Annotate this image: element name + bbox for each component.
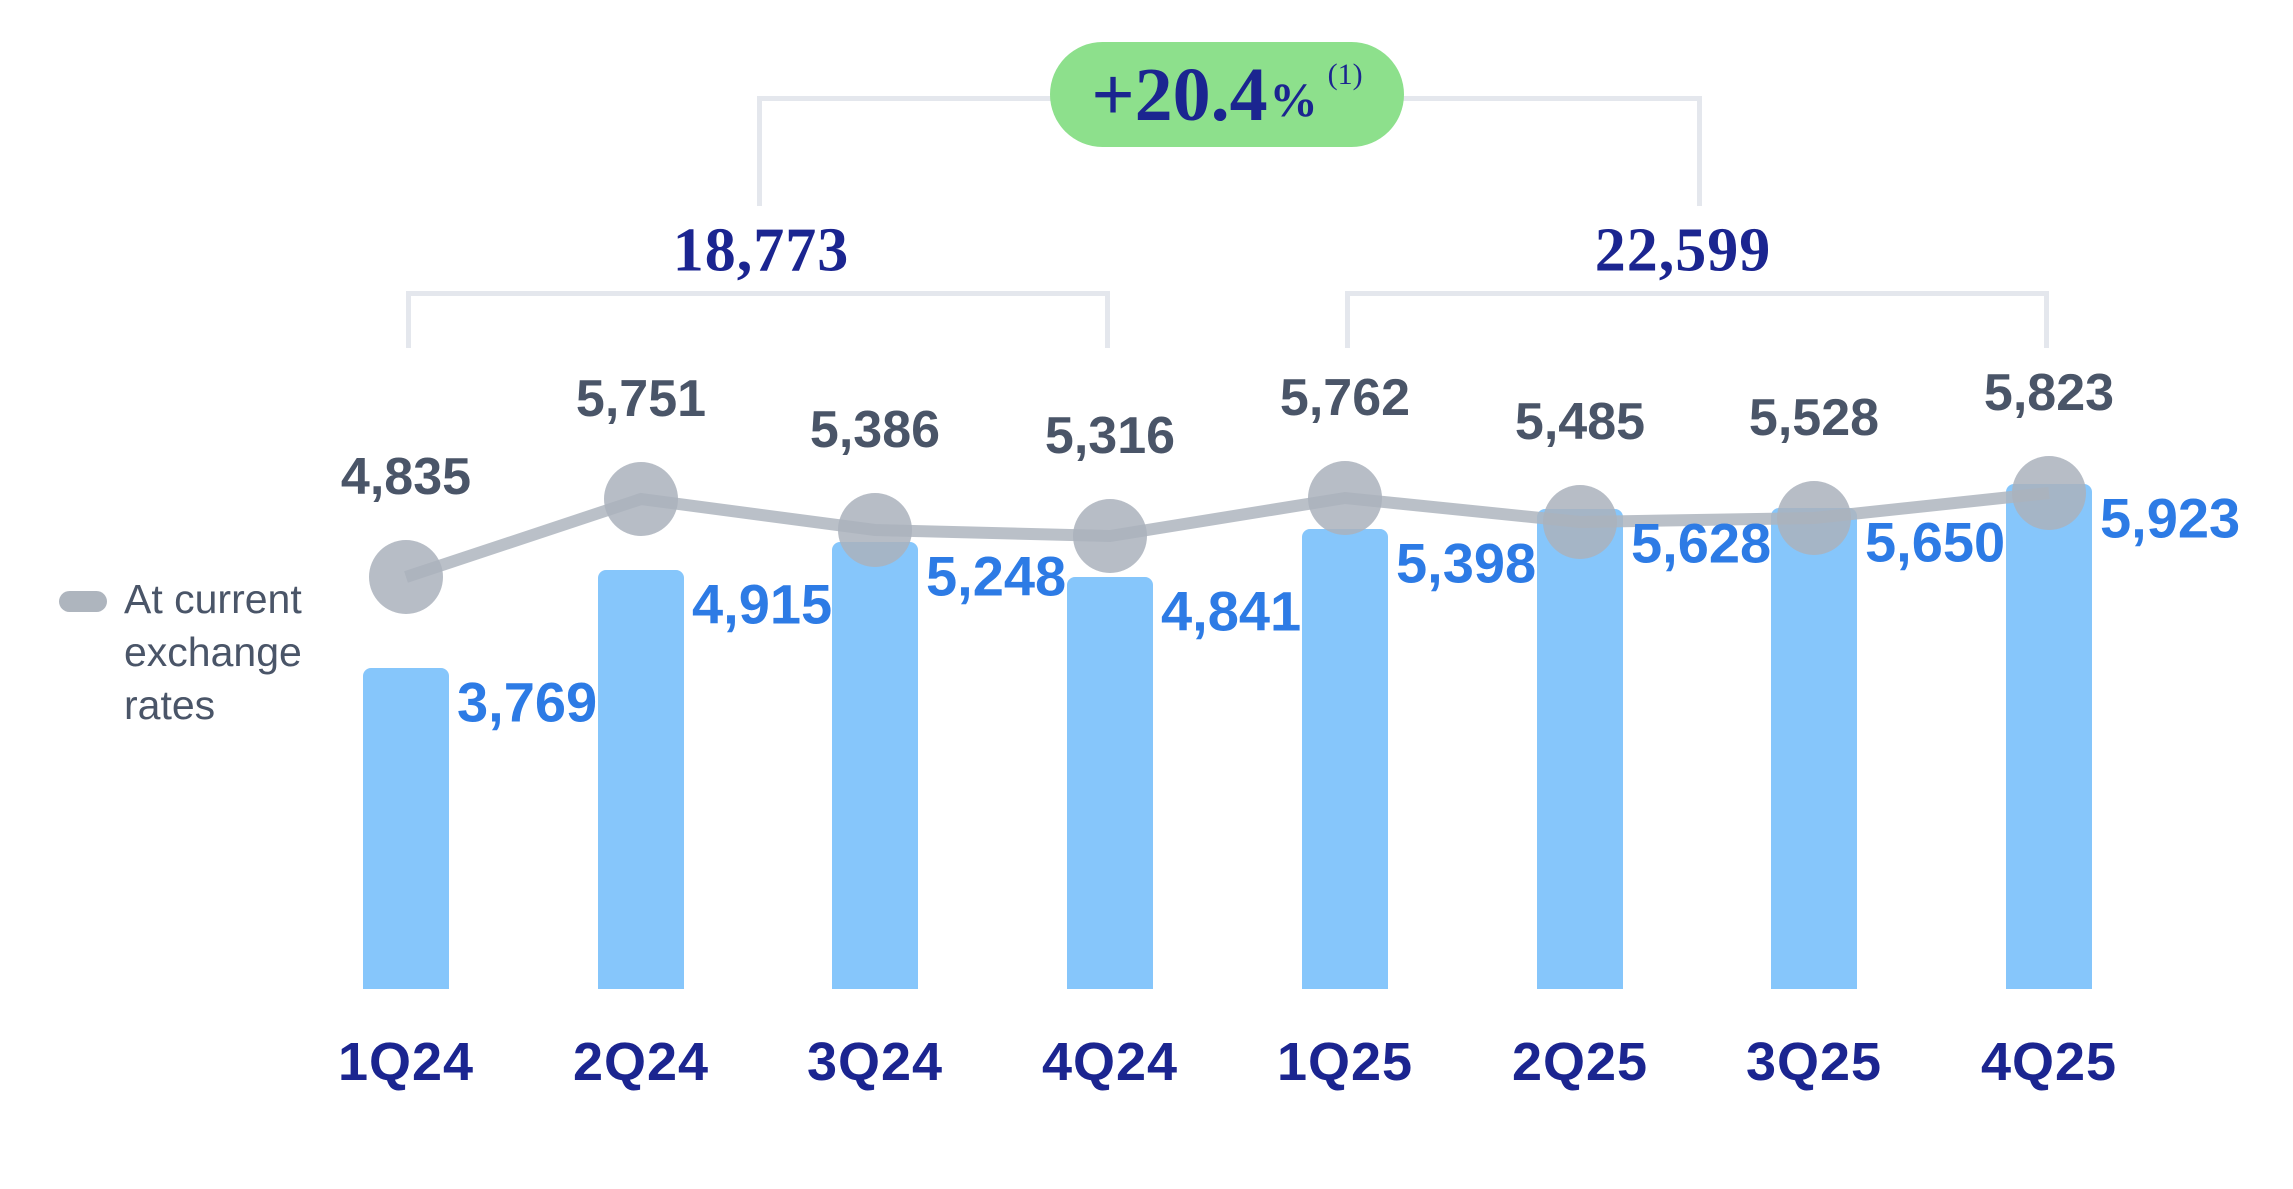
bar-value-label-4Q24: 4,841	[1161, 579, 1302, 643]
bar-2Q25	[1537, 509, 1623, 989]
x-axis-label-4Q25: 4Q25	[1980, 1032, 2118, 1092]
growth-badge: +20.4% (1)	[1050, 42, 1404, 147]
x-axis-label-3Q24: 3Q24	[806, 1032, 944, 1092]
fy2025-bracket-left-tick	[1345, 291, 1350, 348]
line-value-label-4Q25: 5,823	[1983, 364, 2115, 422]
line-value-label-2Q24: 5,751	[575, 370, 707, 428]
line-value-label-1Q25: 5,762	[1279, 369, 1411, 427]
x-axis-label-4Q24: 4Q24	[1041, 1032, 1179, 1092]
bar-value-label-3Q25: 5,650	[1865, 510, 2006, 574]
fy2024-bracket-right-tick	[1105, 291, 1110, 348]
line-value-label-2Q25: 5,485	[1514, 393, 1646, 451]
bar-1Q25	[1302, 529, 1388, 989]
x-axis-label-1Q25: 1Q25	[1276, 1032, 1414, 1092]
legend-label-line1: At current	[124, 576, 302, 622]
bar-value-label-2Q25: 5,628	[1631, 511, 1772, 575]
bar-value-label-2Q24: 4,915	[692, 572, 833, 636]
fy2024-bracket-horizontal	[406, 291, 1110, 296]
growth-percent-sign: %	[1269, 73, 1318, 127]
bar-4Q24	[1067, 577, 1153, 989]
bar-2Q24	[598, 570, 684, 989]
fy2024-bracket-left-tick	[406, 291, 411, 348]
bar-1Q24	[363, 668, 449, 989]
line-value-label-3Q25: 5,528	[1748, 389, 1880, 447]
fy2025-bracket-horizontal	[1345, 291, 2049, 296]
line-value-label-3Q24: 5,386	[809, 401, 941, 459]
bar-3Q25	[1771, 508, 1857, 989]
growth-value: +20.4	[1091, 52, 1268, 137]
bar-value-label-4Q25: 5,923	[2100, 486, 2241, 550]
bar-value-label-3Q24: 5,248	[926, 544, 1067, 608]
fy2025-total: 22,599	[1594, 216, 1772, 285]
x-axis-label-1Q24: 1Q24	[337, 1032, 475, 1092]
legend-label: At current exchange rates	[124, 573, 364, 732]
x-axis-label-3Q25: 3Q25	[1745, 1032, 1883, 1092]
bar-3Q24	[832, 542, 918, 989]
x-axis-label-2Q25: 2Q25	[1511, 1032, 1649, 1092]
fy2025-bracket-right-tick	[2044, 291, 2049, 348]
line-value-label-1Q24: 4,835	[340, 448, 472, 506]
legend-label-line3: rates	[124, 682, 216, 728]
growth-footnote-marker: (1)	[1327, 57, 1363, 91]
bar-value-label-1Q25: 5,398	[1396, 531, 1537, 595]
legend-label-line2: exchange	[124, 629, 302, 675]
growth-bracket-left-tick	[757, 96, 762, 206]
growth-bracket-right-tick	[1697, 96, 1702, 206]
legend-line-swatch	[59, 591, 107, 612]
x-axis-label-2Q24: 2Q24	[572, 1032, 710, 1092]
fy2024-total: 18,773	[672, 216, 850, 285]
bar-value-label-1Q24: 3,769	[457, 670, 598, 734]
line-value-label-4Q24: 5,316	[1044, 407, 1176, 465]
